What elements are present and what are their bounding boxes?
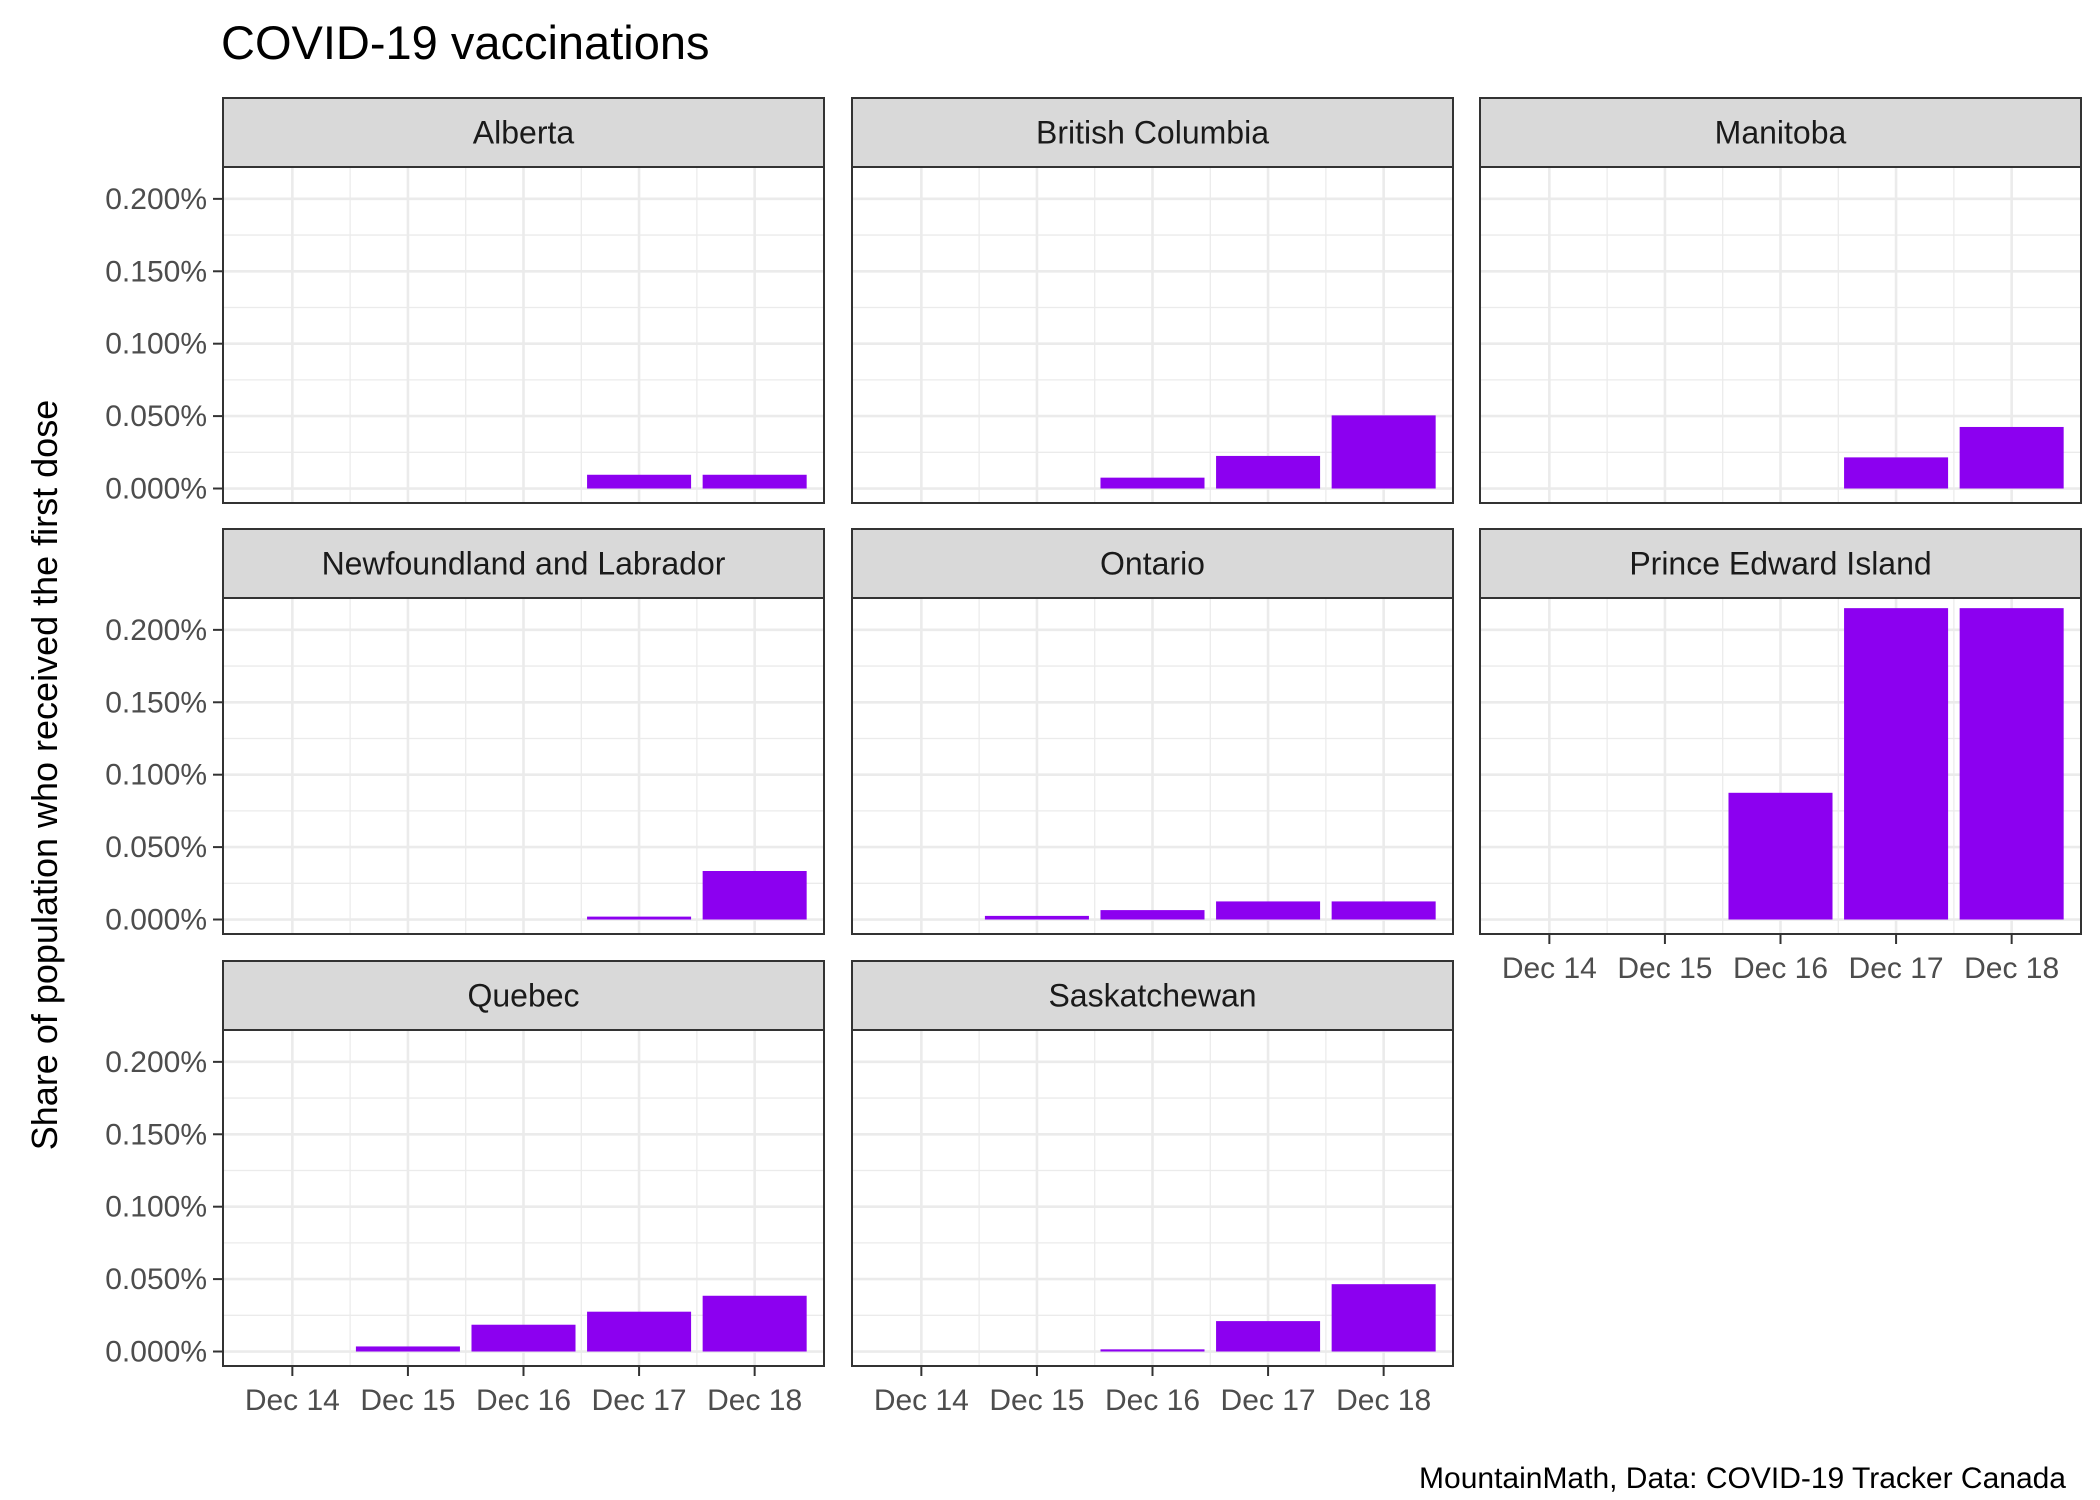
y-tick-label: 0.200% xyxy=(105,1046,207,1079)
facet-strip-alberta xyxy=(222,97,825,168)
y-tick-label: 0.100% xyxy=(105,328,207,361)
facet-strip-newfoundland-and-labrador xyxy=(222,528,825,599)
x-tick-label: Dec 16 xyxy=(476,1384,571,1417)
bar-saskatchewan-dec-17 xyxy=(1216,1321,1321,1352)
y-tick-label: 0.050% xyxy=(105,400,207,433)
facet-panels: Alberta 0.000% 0.050% 0.100% 0.150% 0.200% Bri… xyxy=(105,97,2082,1417)
bar-british-columbia-dec-17 xyxy=(1216,455,1321,489)
facet-strip-british-columbia xyxy=(851,97,1454,168)
x-tick-label: Dec 18 xyxy=(1336,1384,1431,1417)
y-tick-label: 0.200% xyxy=(105,183,207,216)
y-axis-label: Share of population who received the fir… xyxy=(24,400,65,1150)
y-tick-label: 0.150% xyxy=(105,1118,207,1151)
x-tick-label: Dec 16 xyxy=(1733,952,1828,985)
facet-label-manitoba: Manitoba xyxy=(1715,115,1847,151)
bar-prince-edward-island-dec-17 xyxy=(1844,608,1949,920)
y-tick-label: 0.050% xyxy=(105,831,207,864)
facet-strip-ontario xyxy=(851,528,1454,599)
facet-strip-prince-edward-island xyxy=(1479,528,2082,599)
chart-caption: MountainMath, Data: COVID-19 Tracker Can… xyxy=(1419,1462,2066,1495)
x-tick-label: Dec 16 xyxy=(1105,1384,1200,1417)
y-tick-label: 0.200% xyxy=(105,614,207,647)
x-tick-label: Dec 15 xyxy=(989,1384,1084,1417)
bar-ontario-dec-15 xyxy=(984,915,1089,920)
facet-label-newfoundland-and-labrador: Newfoundland and Labrador xyxy=(322,546,726,582)
x-tick-label: Dec 14 xyxy=(1502,952,1597,985)
x-tick-label: Dec 17 xyxy=(592,1384,687,1417)
bar-british-columbia-dec-16 xyxy=(1100,477,1205,489)
bar-alberta-dec-17 xyxy=(587,474,692,489)
facet-label-saskatchewan: Saskatchewan xyxy=(1048,978,1256,1014)
bar-manitoba-dec-17 xyxy=(1844,457,1949,489)
y-tick-label: 0.000% xyxy=(105,1336,207,1369)
y-tick-label: 0.050% xyxy=(105,1263,207,1296)
x-tick-label: Dec 15 xyxy=(360,1384,455,1417)
x-tick-label: Dec 18 xyxy=(707,1384,802,1417)
bar-saskatchewan-dec-18 xyxy=(1331,1284,1436,1352)
y-tick-label: 0.100% xyxy=(105,1191,207,1224)
bar-prince-edward-island-dec-18 xyxy=(1959,608,2064,920)
facet-label-ontario: Ontario xyxy=(1100,546,1205,582)
facet-label-quebec: Quebec xyxy=(467,978,579,1014)
x-tick-label: Dec 14 xyxy=(874,1384,969,1417)
y-tick-label: 0.150% xyxy=(105,255,207,288)
bar-ontario-dec-16 xyxy=(1100,910,1205,920)
bar-quebec-dec-17 xyxy=(587,1311,692,1352)
y-tick-label: 0.150% xyxy=(105,686,207,719)
x-tick-label: Dec 17 xyxy=(1849,952,1944,985)
x-tick-label: Dec 14 xyxy=(245,1384,340,1417)
bar-saskatchewan-dec-16 xyxy=(1100,1349,1205,1352)
bar-alberta-dec-18 xyxy=(702,474,807,489)
bar-newfoundland-and-labrador-dec-17 xyxy=(587,916,692,920)
bar-prince-edward-island-dec-16 xyxy=(1728,792,1833,920)
facet-strip-quebec xyxy=(222,960,825,1031)
facet-label-british-columbia: British Columbia xyxy=(1036,115,1269,151)
bar-newfoundland-and-labrador-dec-18 xyxy=(702,871,807,920)
y-tick-label: 0.000% xyxy=(105,473,207,506)
facet-label-alberta: Alberta xyxy=(473,115,575,151)
bar-manitoba-dec-18 xyxy=(1959,426,2064,489)
bar-british-columbia-dec-18 xyxy=(1331,415,1436,489)
bar-quebec-dec-16 xyxy=(471,1324,576,1352)
bar-quebec-dec-18 xyxy=(702,1295,807,1352)
x-tick-label: Dec 18 xyxy=(1964,952,2059,985)
x-tick-label: Dec 15 xyxy=(1617,952,1712,985)
chart-title: COVID-19 vaccinations xyxy=(221,16,709,69)
bar-ontario-dec-18 xyxy=(1331,901,1436,920)
y-tick-label: 0.000% xyxy=(105,904,207,937)
y-tick-label: 0.100% xyxy=(105,759,207,792)
facet-label-prince-edward-island: Prince Edward Island xyxy=(1629,546,1931,582)
x-tick-label: Dec 17 xyxy=(1221,1384,1316,1417)
bar-quebec-dec-15 xyxy=(355,1346,460,1352)
facet-strip-manitoba xyxy=(1479,97,2082,168)
bar-ontario-dec-17 xyxy=(1216,901,1321,920)
facet-strip-saskatchewan xyxy=(851,960,1454,1031)
